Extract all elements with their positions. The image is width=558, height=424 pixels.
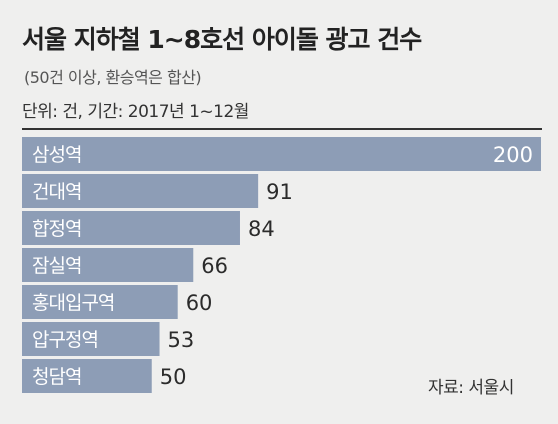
bar: [22, 137, 541, 171]
value-label: 200: [493, 143, 533, 167]
bar: [22, 322, 160, 356]
bar: [22, 174, 259, 208]
category-label: 합정역: [32, 218, 81, 240]
category-label: 건대역: [32, 181, 81, 203]
value-label: 84: [248, 217, 275, 241]
header-rule: [22, 128, 542, 130]
value-label: 60: [186, 291, 213, 315]
category-label: 잠실역: [32, 255, 81, 277]
unit-label: 단위: 건, 기간: 2017년 1~12월: [22, 102, 249, 122]
category-label: 삼성역: [32, 144, 81, 166]
value-label: 66: [201, 254, 228, 278]
category-label: 청담역: [32, 366, 81, 388]
value-label: 53: [168, 328, 195, 352]
category-label: 압구정역: [32, 329, 98, 351]
category-label: 홍대입구역: [32, 292, 114, 314]
bar: [22, 248, 194, 282]
chart-title: 서울 지하철 1~8호선 아이돌 광고 건수: [22, 25, 422, 54]
bar: [22, 359, 152, 393]
value-label: 91: [266, 180, 293, 204]
value-label: 50: [160, 365, 187, 389]
bar: [22, 285, 178, 319]
source-label: 자료: 서울시: [428, 378, 514, 398]
bar: [22, 211, 240, 245]
chart-subtitle: (50건 이상, 환승역은 합산): [24, 68, 202, 87]
